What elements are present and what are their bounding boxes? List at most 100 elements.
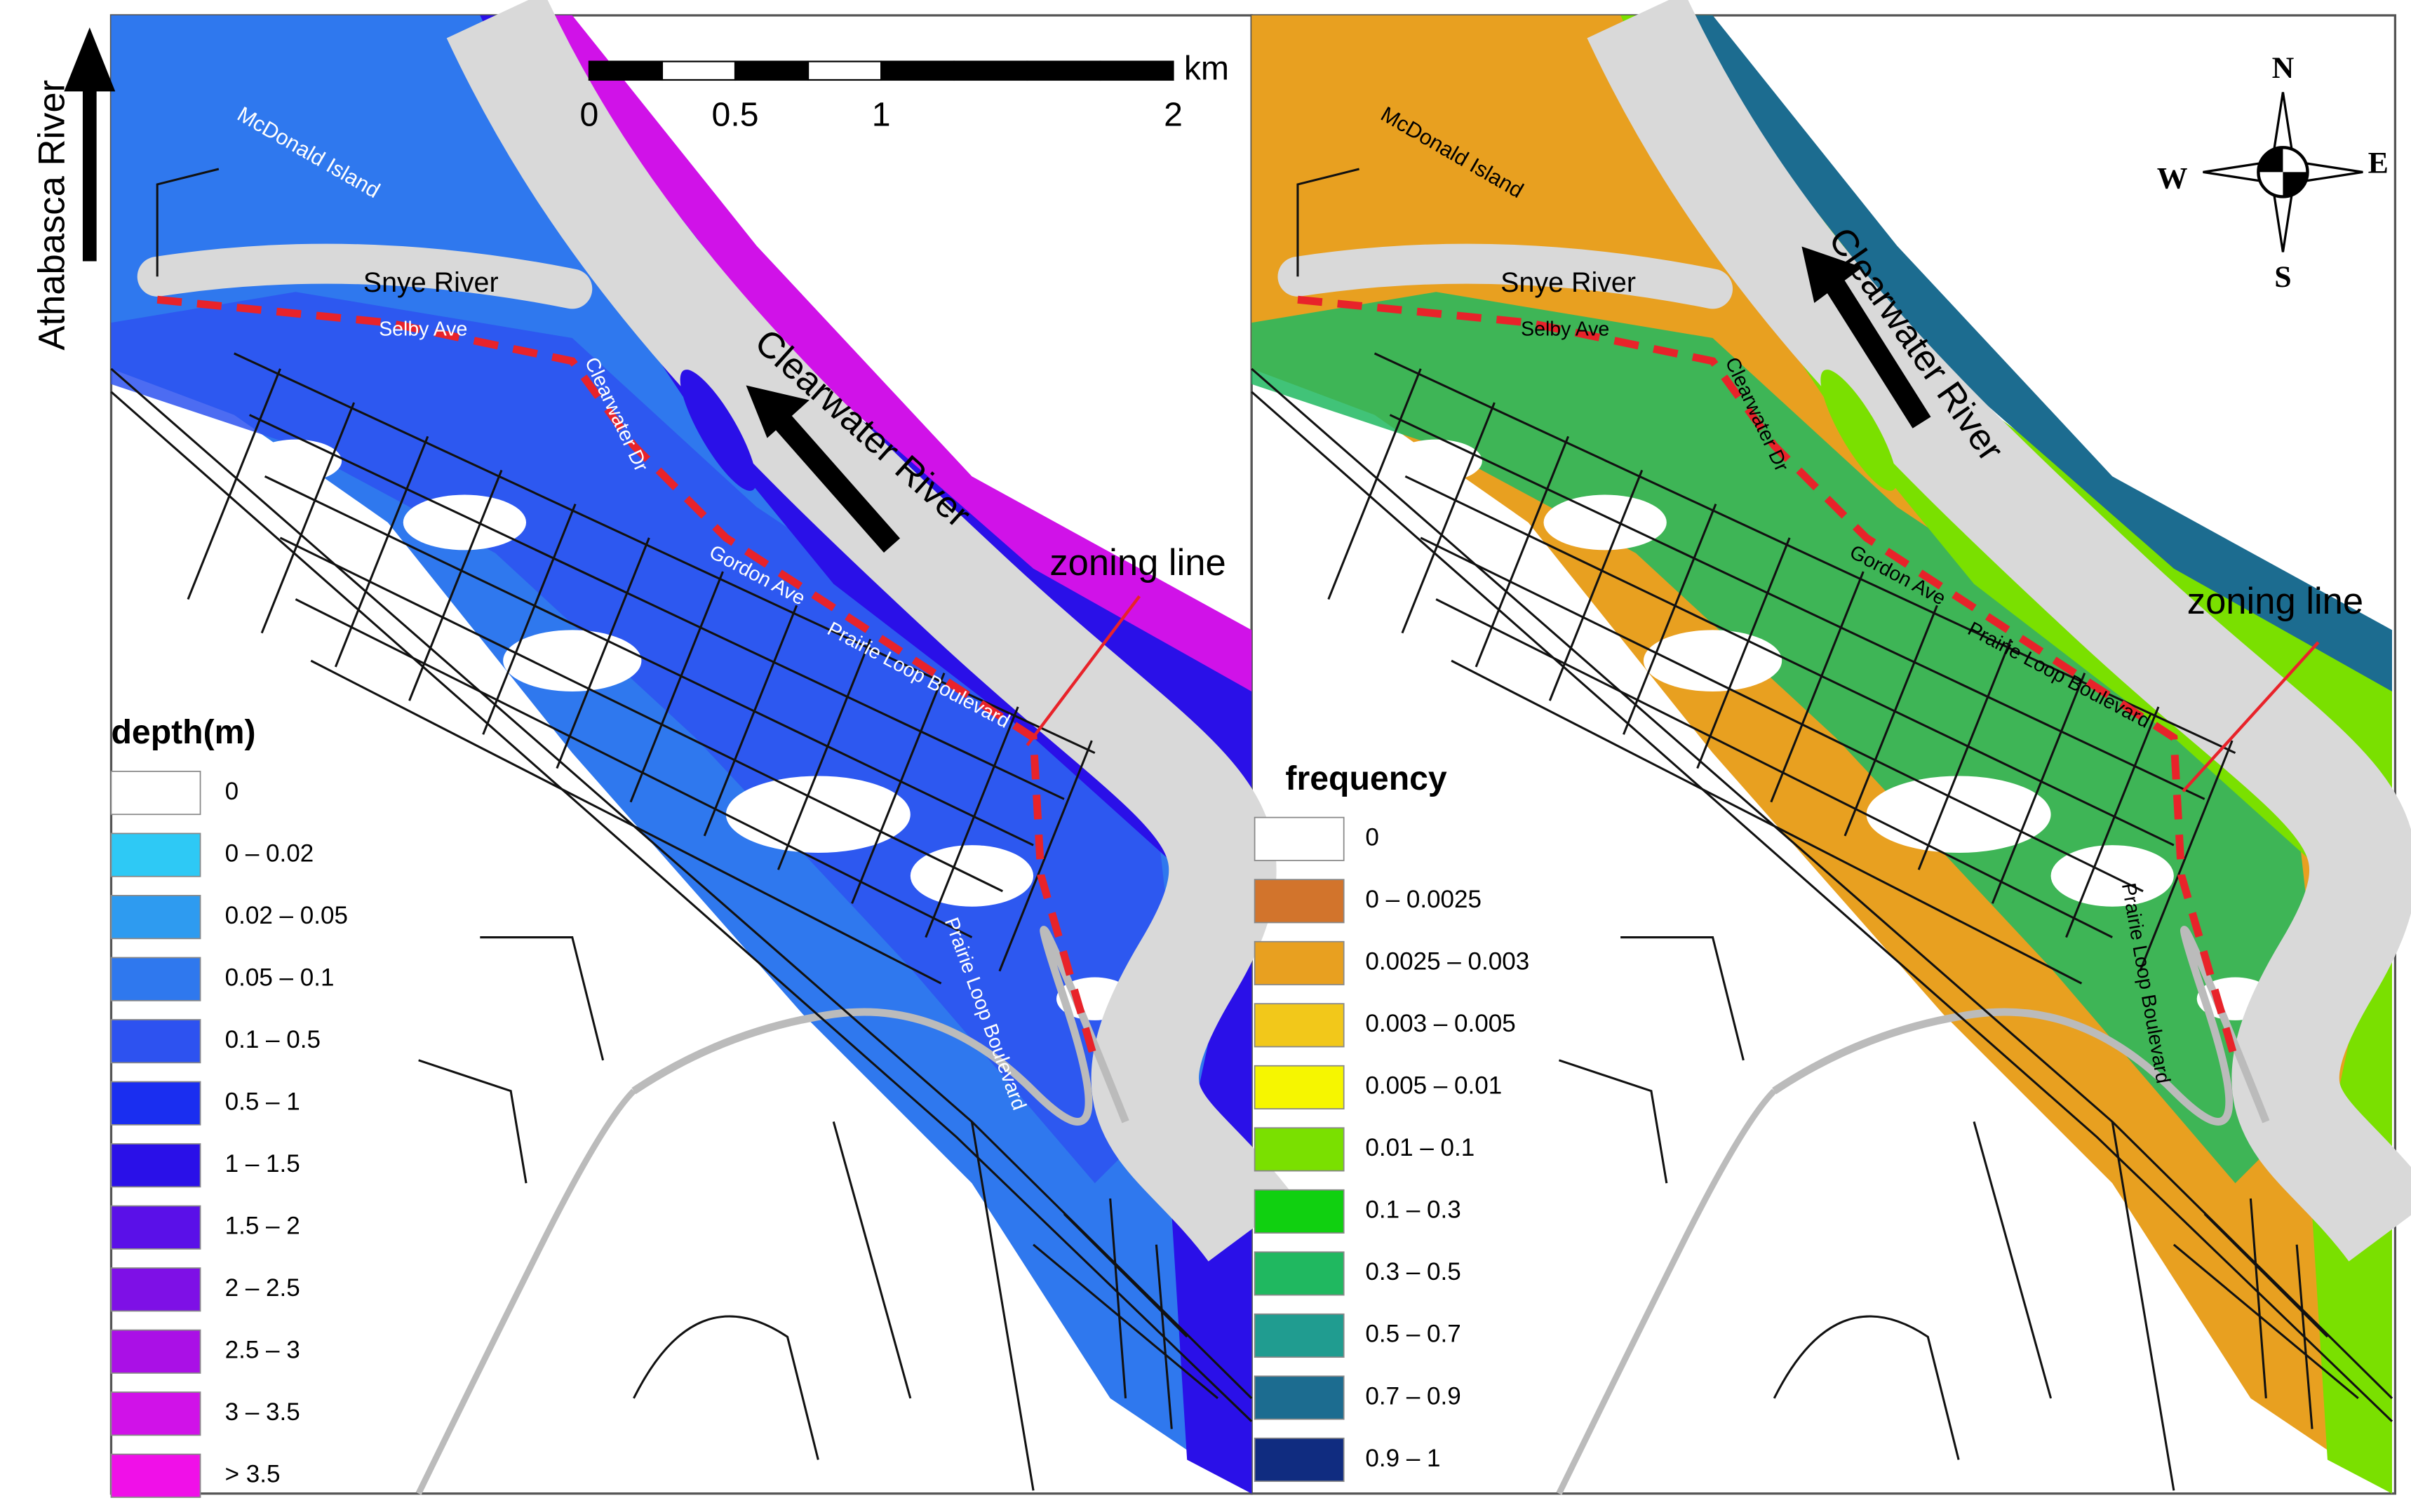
road xyxy=(110,391,1253,1422)
legend-swatch xyxy=(110,1453,201,1498)
pointer-line xyxy=(1026,595,1141,746)
map-label: Selby Ave xyxy=(379,318,467,341)
road xyxy=(1696,537,1791,769)
map-label: zoning line xyxy=(1049,542,1225,583)
river xyxy=(446,0,1295,1262)
flow-arrow xyxy=(746,385,810,438)
legend-swatch xyxy=(110,1143,201,1188)
scale-segment xyxy=(661,60,737,81)
legend-label: 0.005 – 0.01 xyxy=(1365,1072,1502,1100)
legend-label: 0 – 0.02 xyxy=(225,839,314,867)
legend-label: 2 – 2.5 xyxy=(225,1274,300,1302)
road xyxy=(310,659,942,985)
legend-label: 0.1 – 0.5 xyxy=(225,1026,321,1053)
road xyxy=(629,571,724,803)
map-label: Selby Ave xyxy=(1521,318,1609,341)
legend-label: 0.9 – 1 xyxy=(1365,1445,1440,1472)
river xyxy=(1587,0,2411,1262)
legend-label: 0.1 – 0.3 xyxy=(1365,1196,1460,1224)
legend-swatch xyxy=(110,771,201,816)
river xyxy=(137,243,593,309)
legend-swatch xyxy=(1254,1251,1345,1296)
legend-swatch xyxy=(1254,1189,1345,1234)
road xyxy=(2065,706,2160,938)
road xyxy=(925,706,1019,938)
compass-label: S xyxy=(2274,260,2291,294)
compass-label: W xyxy=(2157,162,2188,196)
dry-patch xyxy=(249,439,342,482)
road xyxy=(249,414,1065,800)
legend-swatch xyxy=(110,1019,201,1064)
flow-arrow xyxy=(768,407,901,553)
zoning-line xyxy=(1297,295,2239,1062)
road xyxy=(1435,598,2113,938)
scale-label: 2 xyxy=(1164,95,1183,133)
legend-swatch xyxy=(110,1267,201,1312)
legend-swatch xyxy=(1254,1375,1345,1420)
compass-label: N xyxy=(2272,51,2295,85)
legend-label: 0.0025 – 0.003 xyxy=(1365,948,1529,976)
map-label: Athabasca River xyxy=(31,80,72,351)
dry-patch xyxy=(403,494,527,551)
legend-swatch xyxy=(110,1081,201,1126)
legend-label: 0.3 – 0.5 xyxy=(1365,1258,1460,1285)
road xyxy=(1296,168,1359,277)
road xyxy=(970,1121,1035,1491)
road xyxy=(556,537,650,769)
compass-rose xyxy=(2258,147,2308,197)
pointer-line xyxy=(2182,641,2320,792)
legend-swatch xyxy=(1254,879,1345,924)
road xyxy=(418,936,819,1460)
legend-label: 0 xyxy=(225,778,239,805)
legend-swatch xyxy=(1254,1065,1345,1109)
road xyxy=(703,605,798,837)
legend-swatch xyxy=(110,1329,201,1374)
legend-swatch xyxy=(1254,940,1345,985)
legend-swatch xyxy=(110,832,201,877)
road xyxy=(1033,1198,1219,1429)
road xyxy=(1389,414,2205,800)
road xyxy=(187,368,281,600)
scale-segment xyxy=(880,60,955,81)
scale-label: 0 xyxy=(579,95,598,133)
road xyxy=(482,504,577,735)
road xyxy=(264,475,1034,846)
road xyxy=(1548,469,1644,701)
scale-segment xyxy=(807,60,882,81)
legend-title: depth(m) xyxy=(111,713,255,751)
dry-patch xyxy=(503,630,642,691)
road xyxy=(1623,504,1717,735)
scale-unit: km xyxy=(1184,50,1229,88)
road xyxy=(851,673,946,904)
dry-patch xyxy=(725,776,911,853)
road xyxy=(832,1121,912,1399)
road xyxy=(1404,475,2175,846)
island xyxy=(680,370,757,491)
road xyxy=(1558,936,1960,1460)
road xyxy=(1420,536,2144,893)
road xyxy=(1327,368,1422,600)
dry-patch xyxy=(1390,439,1482,482)
legend-swatch xyxy=(1254,1313,1345,1358)
legend-label: 0 xyxy=(1365,824,1379,851)
legend-label: > 3.5 xyxy=(225,1461,281,1488)
creek xyxy=(631,926,1129,1126)
road xyxy=(1451,659,2083,985)
legend-label: 1 – 1.5 xyxy=(225,1150,300,1177)
creek xyxy=(1556,1088,1777,1495)
legend-label: 0.05 – 0.1 xyxy=(225,964,335,991)
legend-swatch xyxy=(110,1391,201,1436)
map xyxy=(1251,0,2411,1495)
legend-label: 0.01 – 0.1 xyxy=(1365,1134,1475,1161)
legend-swatch xyxy=(110,895,201,940)
road xyxy=(408,469,503,701)
scale-segment xyxy=(1099,60,1174,81)
scale-segment xyxy=(953,60,1028,81)
legend-label: 0.5 – 0.7 xyxy=(1365,1321,1460,1348)
dry-patch xyxy=(1543,494,1667,551)
map-label: Snye River xyxy=(363,267,499,298)
legend-label: 0 – 0.0025 xyxy=(1365,886,1482,913)
legend-label: 0.5 – 1 xyxy=(225,1088,300,1115)
flow-arrow xyxy=(64,27,116,262)
